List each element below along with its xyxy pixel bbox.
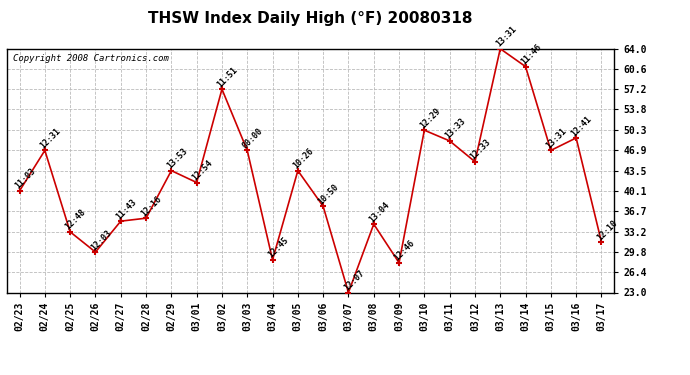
Text: 00:00: 00:00 (241, 126, 265, 150)
Text: 12:29: 12:29 (418, 106, 442, 130)
Text: 12:16: 12:16 (139, 194, 164, 218)
Text: 11:51: 11:51 (215, 65, 239, 89)
Text: 13:04: 13:04 (367, 200, 391, 224)
Text: 12:41: 12:41 (570, 114, 594, 138)
Text: 12:10: 12:10 (595, 218, 619, 242)
Text: 12:46: 12:46 (393, 239, 417, 263)
Text: 12:48: 12:48 (63, 208, 88, 232)
Text: 12:33: 12:33 (469, 138, 493, 162)
Text: 11:03: 11:03 (13, 167, 37, 191)
Text: 13:53: 13:53 (165, 147, 189, 171)
Text: 10:50: 10:50 (317, 182, 341, 206)
Text: 12:31: 12:31 (39, 126, 63, 150)
Text: 11:43: 11:43 (115, 197, 139, 221)
Text: 12:45: 12:45 (266, 236, 290, 260)
Text: THSW Index Daily High (°F) 20080318: THSW Index Daily High (°F) 20080318 (148, 11, 473, 26)
Text: 13:33: 13:33 (443, 117, 467, 141)
Text: 10:26: 10:26 (291, 147, 315, 171)
Text: 12:03: 12:03 (89, 228, 113, 252)
Text: 11:46: 11:46 (519, 42, 543, 67)
Text: 12:07: 12:07 (342, 268, 366, 292)
Text: 12:54: 12:54 (190, 159, 215, 183)
Text: 13:31: 13:31 (494, 25, 518, 49)
Text: 13:31: 13:31 (544, 126, 569, 150)
Text: Copyright 2008 Cartronics.com: Copyright 2008 Cartronics.com (13, 54, 169, 63)
